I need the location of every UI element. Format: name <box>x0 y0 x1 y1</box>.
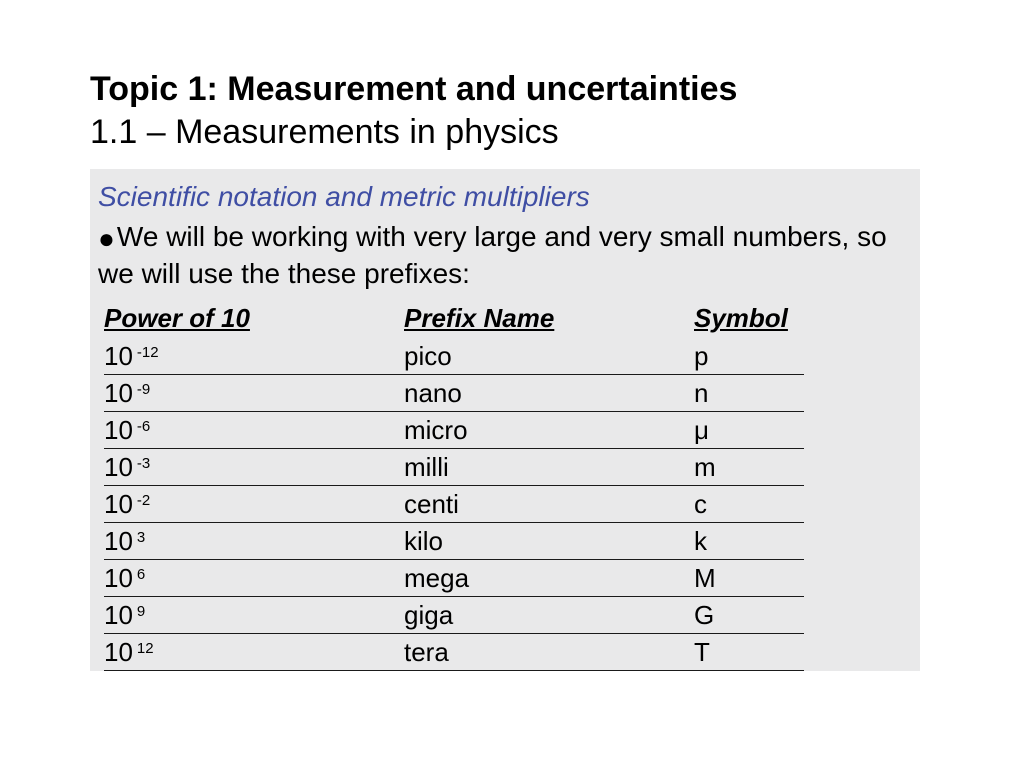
power-exponent: -6 <box>137 418 150 435</box>
cell-symbol: T <box>694 637 804 668</box>
power-exponent: 12 <box>137 640 154 657</box>
topic-title: Topic 1: Measurement and uncertainties <box>90 68 920 111</box>
cell-prefix: tera <box>404 637 694 668</box>
cell-symbol: m <box>694 452 804 483</box>
cell-prefix: micro <box>404 415 694 446</box>
body-text: ●We will be working with very large and … <box>90 219 920 301</box>
cell-power: 10-2 <box>104 489 404 520</box>
table-row: 1012 tera T <box>104 634 804 671</box>
power-base: 10 <box>104 452 133 482</box>
power-exponent: 3 <box>137 529 145 546</box>
cell-power: 1012 <box>104 637 404 668</box>
header-prefix: Prefix Name <box>404 303 694 334</box>
cell-symbol: n <box>694 378 804 409</box>
cell-power: 10-3 <box>104 452 404 483</box>
power-exponent: -3 <box>137 455 150 472</box>
power-exponent: 9 <box>137 603 145 620</box>
cell-symbol: k <box>694 526 804 557</box>
cell-prefix: mega <box>404 563 694 594</box>
cell-symbol: μ <box>694 415 804 446</box>
cell-prefix: nano <box>404 378 694 409</box>
cell-prefix: centi <box>404 489 694 520</box>
table-row: 10-6 micro μ <box>104 412 804 449</box>
power-base: 10 <box>104 563 133 593</box>
power-base: 10 <box>104 526 133 556</box>
slide: Topic 1: Measurement and uncertainties 1… <box>0 0 1024 768</box>
prefix-table: Power of 10 Prefix Name Symbol 10-12 pic… <box>104 301 804 671</box>
header-power: Power of 10 <box>104 303 404 334</box>
table-header-row: Power of 10 Prefix Name Symbol <box>104 301 804 338</box>
table-row: 10-9 nano n <box>104 375 804 412</box>
subtopic-title: 1.1 – Measurements in physics <box>90 111 920 154</box>
power-exponent: -12 <box>137 344 159 361</box>
cell-prefix: giga <box>404 600 694 631</box>
power-base: 10 <box>104 637 133 667</box>
table-row: 103 kilo k <box>104 523 804 560</box>
cell-power: 103 <box>104 526 404 557</box>
bullet-icon: ● <box>98 223 115 254</box>
header-symbol: Symbol <box>694 303 804 334</box>
cell-symbol: c <box>694 489 804 520</box>
power-exponent: 6 <box>137 566 145 583</box>
cell-prefix: pico <box>404 341 694 372</box>
table-row: 106 mega M <box>104 560 804 597</box>
cell-prefix: milli <box>404 452 694 483</box>
power-base: 10 <box>104 600 133 630</box>
table-row: 109 giga G <box>104 597 804 634</box>
body-text-content: We will be working with very large and v… <box>98 221 887 289</box>
power-base: 10 <box>104 489 133 519</box>
cell-symbol: G <box>694 600 804 631</box>
cell-power: 109 <box>104 600 404 631</box>
section-heading: Scientific notation and metric multiplie… <box>90 177 920 219</box>
table-row: 10-3 milli m <box>104 449 804 486</box>
cell-power: 10-6 <box>104 415 404 446</box>
cell-symbol: p <box>694 341 804 372</box>
table-row: 10-12 pico p <box>104 338 804 375</box>
cell-power: 10-9 <box>104 378 404 409</box>
power-exponent: -9 <box>137 381 150 398</box>
cell-prefix: kilo <box>404 526 694 557</box>
cell-symbol: M <box>694 563 804 594</box>
table-row: 10-2 centi c <box>104 486 804 523</box>
content-panel: Scientific notation and metric multiplie… <box>90 169 920 671</box>
power-base: 10 <box>104 341 133 371</box>
title-block: Topic 1: Measurement and uncertainties 1… <box>0 0 920 153</box>
power-exponent: -2 <box>137 492 150 509</box>
cell-power: 10-12 <box>104 341 404 372</box>
cell-power: 106 <box>104 563 404 594</box>
power-base: 10 <box>104 415 133 445</box>
power-base: 10 <box>104 378 133 408</box>
